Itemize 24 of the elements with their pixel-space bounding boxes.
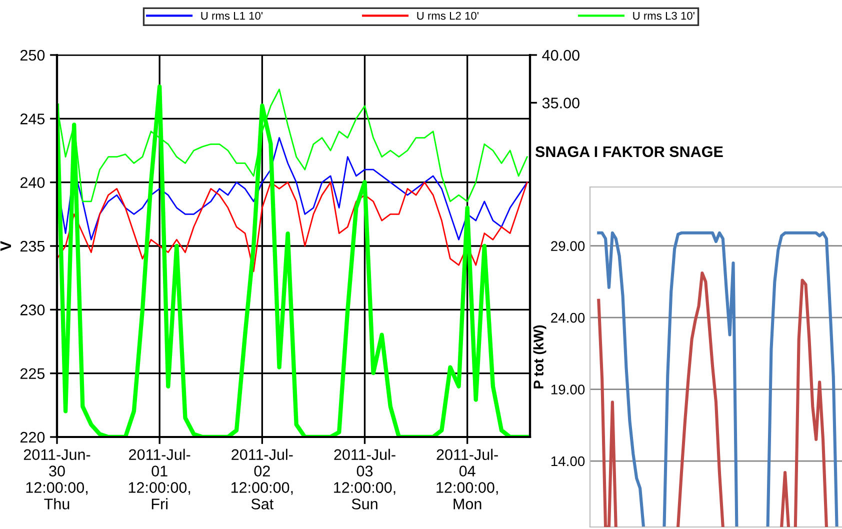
legend-label: U rms L1 10' [201,12,262,20]
y-tick-label: 24.00 [551,312,585,323]
y-tick-label: 250 [20,50,45,61]
x-tick-label: 2011-Jun- 30 12:00:00, Thu [24,449,90,510]
y-tick-label: 225 [20,368,45,380]
y2-tick-label: 35.00 [542,98,580,108]
x-tick-label: 2011-Jul- 01 12:00:00, Fri [128,448,190,510]
x-tick-label: 2011-Jul- 03 12:00:00, Sun [334,448,396,510]
legend-label: U rms L3 10' [633,12,694,20]
y2-tick-label: 40.00 [542,50,580,61]
x-tick-label: 2011-Jul- 02 12:00:00, Sat [231,448,293,510]
y-tick-label: 230 [20,304,45,316]
chart-title: SNAGA I FAKTOR SNAGE [535,146,723,158]
x-tick-label: 2011-Jul- 04 12:00:00, Mon [436,448,498,510]
y-tick-label: 235 [20,240,45,252]
y-tick-label: 240 [20,177,45,188]
y-tick-label: 19.00 [551,384,585,394]
y-tick-label: 29.00 [551,241,585,251]
y-axis-title: V [0,241,11,251]
y-tick-label: 245 [20,114,45,124]
y-tick-label: 14.00 [551,456,585,466]
legend-label: U rms L2 10' [417,12,478,20]
y-tick-label: 220 [20,432,45,443]
y-axis-title: P tot (kW) [533,325,546,388]
